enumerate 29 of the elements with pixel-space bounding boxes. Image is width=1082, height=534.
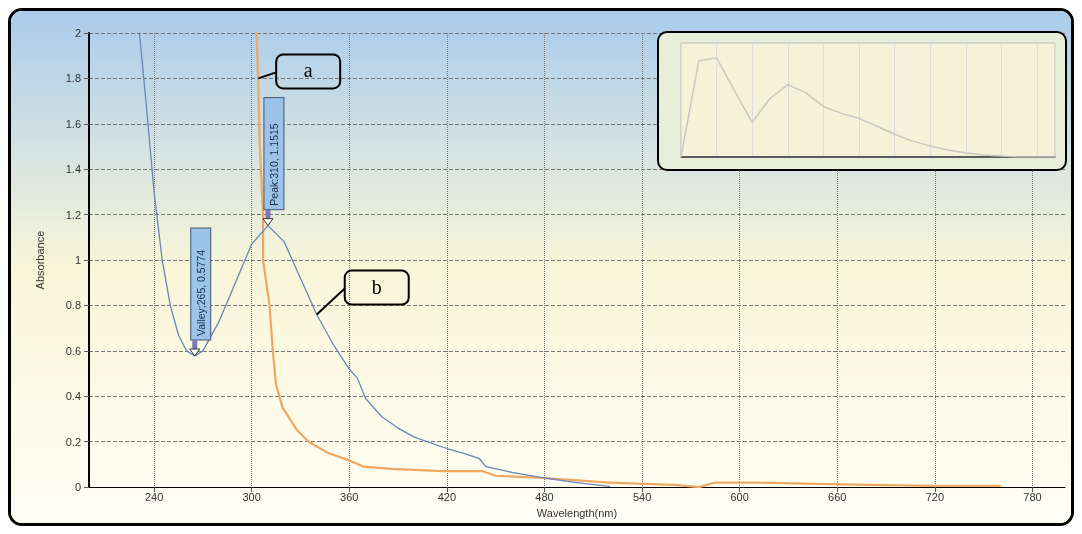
- y-tick-label: 0.2: [65, 435, 81, 448]
- y-tick-label: 2: [74, 27, 81, 39]
- y-tick-label: 1.8: [65, 72, 81, 85]
- y-tick-label: 0.6: [65, 344, 81, 357]
- y-axis-title: Absorbance: [33, 230, 46, 290]
- annotation: Peak:310, 1.1515: [267, 123, 280, 206]
- annotation: Valley;265, 0.5774: [194, 249, 207, 336]
- text: b: [371, 275, 382, 298]
- x-tick-label: 780: [1023, 490, 1042, 503]
- line-series: [138, 32, 611, 488]
- x-tick-label: 360: [340, 490, 359, 503]
- y-tick-label: 0: [74, 481, 81, 494]
- line-series: [255, 31, 1002, 489]
- y-tick-label: 1.6: [65, 117, 81, 130]
- y-tick-label: 1.2: [65, 208, 81, 221]
- x-tick-label: 720: [925, 490, 945, 503]
- x-axis-title: Wavelength(nm): [536, 506, 618, 519]
- text: a: [303, 59, 313, 82]
- x-tick-label: 480: [535, 490, 554, 503]
- x-tick-label: 240: [144, 490, 164, 503]
- y-tick-label: 1: [74, 254, 81, 267]
- x-tick-label: 300: [242, 490, 261, 503]
- x-tick-label: 420: [437, 490, 457, 503]
- y-tick-label: 1.4: [65, 163, 81, 176]
- x-tick-label: 600: [730, 490, 749, 503]
- y-tick-label: 0.8: [65, 299, 81, 312]
- x-tick-label: 660: [828, 490, 847, 503]
- x-tick-label: 540: [632, 490, 652, 503]
- y-tick-label: 0.4: [65, 390, 81, 403]
